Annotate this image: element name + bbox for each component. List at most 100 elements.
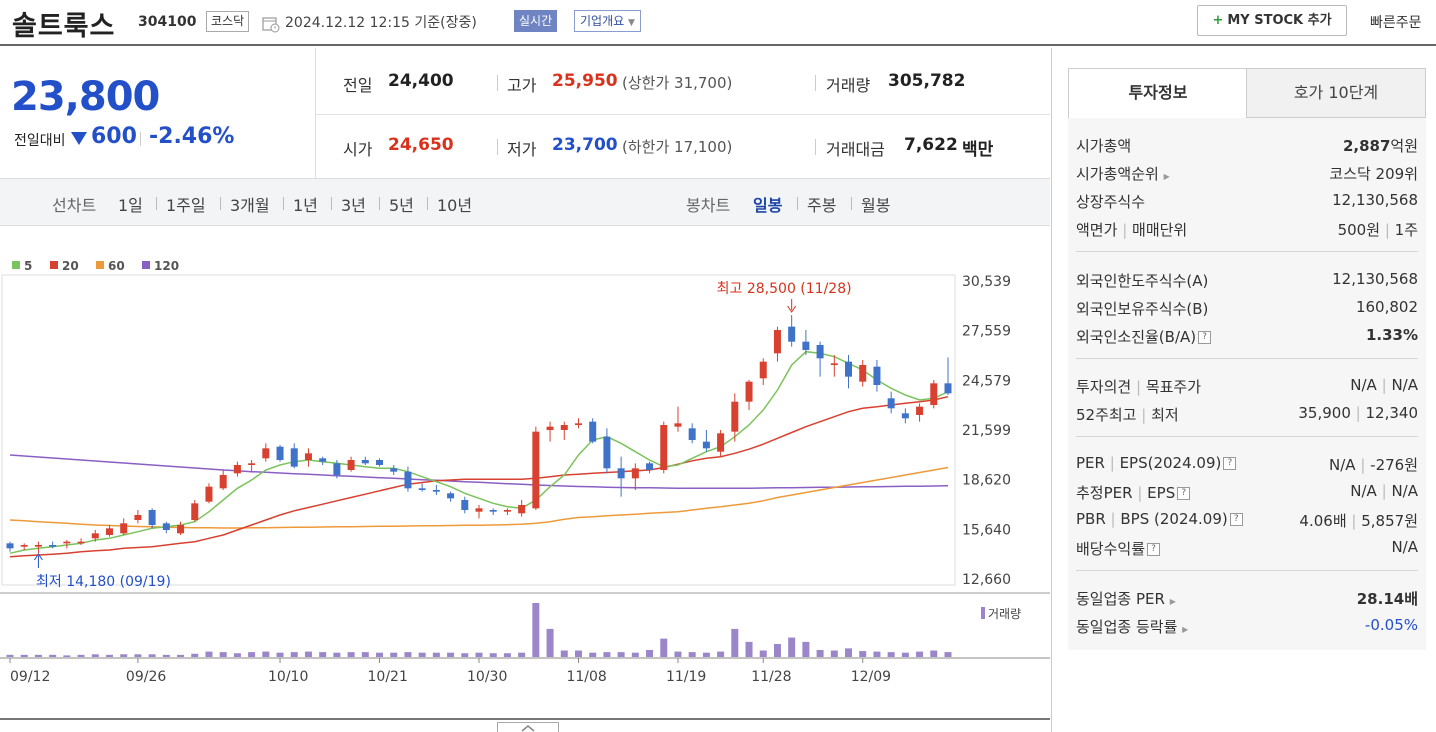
plot-frame xyxy=(1,274,956,586)
candle-body xyxy=(574,423,582,425)
help-icon[interactable]: ? xyxy=(1177,487,1191,500)
change-label: 전일대비 xyxy=(14,133,66,149)
help-icon[interactable]: ? xyxy=(1147,543,1161,556)
min-arrow-head xyxy=(34,553,43,561)
candle-body xyxy=(361,459,369,464)
legend-swatch xyxy=(142,261,150,269)
volume-bar xyxy=(916,651,924,657)
corp-overview-dropdown[interactable]: 기업개요 ▼ xyxy=(574,10,641,32)
candle-body xyxy=(105,528,113,535)
market-badge: 코스닥 xyxy=(206,11,250,32)
volume-bar xyxy=(361,652,369,657)
candlestick-chart-svg: 30,539 27,559 24,579 21,599 18,620 15,640 12,6… xyxy=(0,259,1050,685)
help-icon[interactable]: ? xyxy=(1198,331,1212,344)
candle-body xyxy=(177,524,185,534)
candle-weekly[interactable]: 주봉 xyxy=(807,196,837,215)
candle-body xyxy=(660,424,668,470)
candle-body xyxy=(887,398,895,409)
candle-body xyxy=(674,423,682,427)
candle-body xyxy=(219,474,227,489)
legend-label: 120 xyxy=(154,259,179,273)
period-1d[interactable]: 1일 xyxy=(118,196,143,215)
tab-order-book[interactable]: 호가 10단계 xyxy=(1246,68,1426,118)
caret-right-icon: ▶ xyxy=(1182,625,1189,634)
period-1y[interactable]: 1년 xyxy=(293,196,318,215)
candle-body xyxy=(91,533,99,539)
volume-bar xyxy=(77,654,85,657)
candle-body xyxy=(816,344,824,359)
stock-code: 304100 xyxy=(138,14,197,30)
candle-monthly[interactable]: 월봉 xyxy=(861,196,891,215)
row-est-per: 추정PER | EPS? N/A | N/A xyxy=(1076,482,1418,502)
candle-body xyxy=(830,363,838,365)
row-listed-shares: 상장주식수 12,130,568 xyxy=(1076,191,1418,211)
help-icon[interactable]: ? xyxy=(1229,513,1243,526)
tab-investment-info[interactable]: 투자정보 xyxy=(1068,68,1248,118)
candle-body xyxy=(347,459,355,470)
lower-limit: (하한가 17,100) xyxy=(622,138,733,156)
candle-body xyxy=(432,489,440,492)
down-arrow-icon xyxy=(71,132,87,145)
help-icon[interactable]: ? xyxy=(1223,457,1237,470)
volume-bar xyxy=(304,651,312,657)
volume-bar xyxy=(34,654,42,657)
mystock-add-button[interactable]: + MY STOCK 추가 xyxy=(1197,5,1347,36)
candle-body xyxy=(404,471,412,489)
candle-daily[interactable]: 일봉 xyxy=(753,196,783,215)
candle-body xyxy=(233,464,241,474)
period-3m[interactable]: 3개월 xyxy=(230,196,270,215)
volume-bar xyxy=(518,652,526,657)
volume-bar xyxy=(731,628,739,657)
volume-bar xyxy=(6,654,14,657)
period-1w[interactable]: 1주일 xyxy=(166,196,206,215)
realtime-button[interactable]: 실시간 xyxy=(514,10,558,32)
candle-body xyxy=(631,468,639,479)
candle-body xyxy=(589,421,597,442)
volume-bar xyxy=(333,652,341,657)
volume-bar xyxy=(248,652,256,657)
volume-bar xyxy=(845,648,853,657)
candle-body xyxy=(418,488,426,490)
prev-value: 24,400 xyxy=(388,71,454,91)
low-value: 23,700 xyxy=(552,135,618,155)
row-industry-change: 동일업종 등락률 ▶ -0.05% xyxy=(1076,616,1418,636)
candle-body xyxy=(788,326,796,342)
candle-body xyxy=(34,544,42,547)
volume-bar xyxy=(901,652,909,657)
x-tick-label: 09/12 xyxy=(10,669,50,685)
candle-body xyxy=(489,509,497,512)
volume-bar xyxy=(759,650,767,657)
candle-body xyxy=(873,366,881,385)
y-tick-label: 30,539 xyxy=(962,274,1011,290)
max-arrow-head xyxy=(787,305,797,313)
volume-bar xyxy=(205,651,213,657)
volume-bar xyxy=(105,654,113,657)
volume-bar xyxy=(290,652,298,657)
candle-body xyxy=(333,463,341,475)
prev-label: 전일 xyxy=(343,76,373,95)
volume-bar xyxy=(574,650,582,657)
period-3y[interactable]: 3년 xyxy=(341,196,366,215)
row-opinion: 투자의견 | 목표주가 N/A | N/A xyxy=(1076,376,1418,396)
candle-body xyxy=(20,544,28,547)
volume-bar xyxy=(560,650,568,657)
volume-bar xyxy=(646,649,654,657)
chart-resize-handle[interactable] xyxy=(497,722,559,732)
candle-body xyxy=(304,453,312,460)
y-tick-label: 12,660 xyxy=(962,572,1011,588)
current-price: 23,800 xyxy=(11,74,160,120)
price-panel: 23,800 전일대비 600 -2.46% xyxy=(0,48,316,178)
volume-bar xyxy=(617,652,625,657)
volume-bar xyxy=(887,652,895,657)
candle-body xyxy=(646,463,654,470)
candle-body xyxy=(319,458,327,462)
legend-swatch xyxy=(96,261,104,269)
candle-body xyxy=(376,459,384,465)
period-5y[interactable]: 5년 xyxy=(389,196,414,215)
volume-bar xyxy=(830,650,838,657)
stock-name: 솔트룩스 xyxy=(12,11,116,42)
quick-order-link[interactable]: 빠른주문 xyxy=(1370,15,1422,31)
volume-bar xyxy=(603,652,611,657)
period-10y[interactable]: 10년 xyxy=(437,196,473,215)
volume-bar xyxy=(873,651,881,657)
